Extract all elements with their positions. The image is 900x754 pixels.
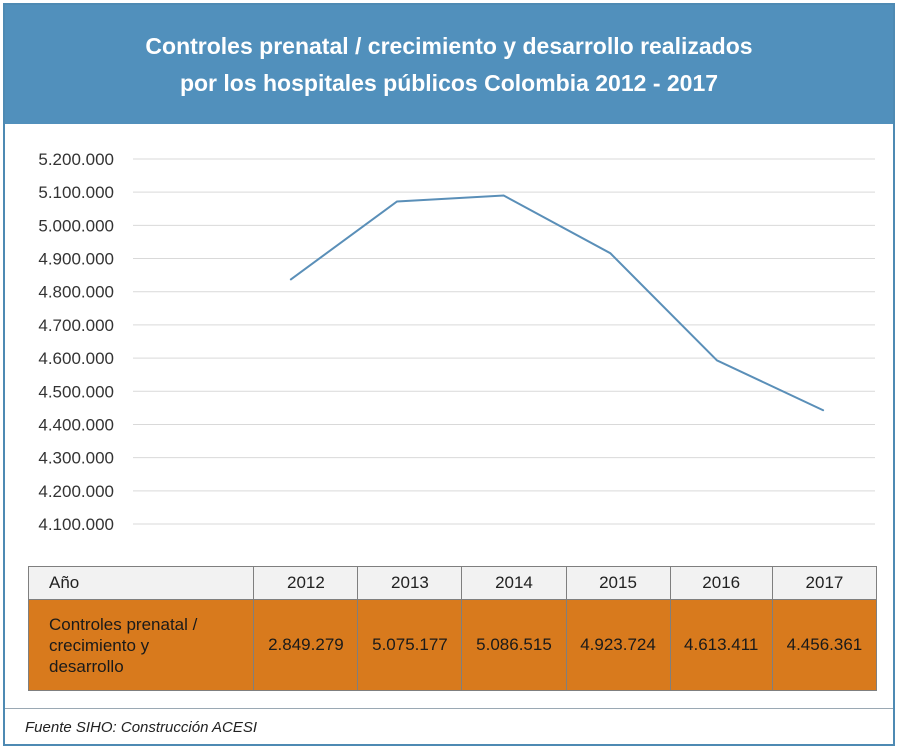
series-line xyxy=(289,194,825,412)
data-point xyxy=(716,359,718,361)
table-value-cell: 4.613.411 xyxy=(669,599,773,691)
y-tick-label: 4.800.000 xyxy=(38,283,114,302)
table-value-cell: 4.456.361 xyxy=(771,599,878,691)
table-year-cell: 2013 xyxy=(357,566,463,600)
data-point xyxy=(609,252,611,254)
y-tick-label: 4.300.000 xyxy=(38,449,114,468)
table-year-cell: 2016 xyxy=(669,566,773,600)
y-tick-label: 4.100.000 xyxy=(38,515,114,534)
y-tick-label: 4.400.000 xyxy=(38,415,114,434)
data-point xyxy=(396,200,398,202)
row-label-line: Controles prenatal / xyxy=(49,614,198,634)
data-point xyxy=(289,279,291,281)
data-point xyxy=(823,410,825,412)
table-value-cell: 5.086.515 xyxy=(461,599,567,691)
y-tick-label: 4.600.000 xyxy=(38,349,114,368)
y-tick-label: 5.000.000 xyxy=(38,216,114,235)
table-values-row: Controles prenatal / crecimiento y desar… xyxy=(27,599,878,691)
row-label-line: desarrollo xyxy=(49,656,124,676)
table-value-cell: 2.849.279 xyxy=(253,599,359,691)
y-tick-label: 4.900.000 xyxy=(38,250,114,269)
chart-header: Controles prenatal / crecimiento y desar… xyxy=(5,5,893,124)
y-tick-label: 4.700.000 xyxy=(38,316,114,335)
chart-title-line-1: Controles prenatal / crecimiento y desar… xyxy=(145,32,753,59)
chart-frame: Controles prenatal / crecimiento y desar… xyxy=(3,3,895,746)
row-label-line: crecimiento y xyxy=(49,635,150,655)
y-tick-label: 4.200.000 xyxy=(38,482,114,501)
y-tick-label: 4.500.000 xyxy=(38,382,114,401)
data-point xyxy=(503,195,505,196)
y-tick-label: 5.200.000 xyxy=(38,150,114,169)
table-year-cell: 2017 xyxy=(771,566,878,600)
table-header-label: Año xyxy=(27,566,255,600)
table-row-label: Controles prenatal / crecimiento y desar… xyxy=(27,599,255,691)
line-chart: 5.200.000 5.100.000 5.000.000 4.900.000 4.80… xyxy=(38,150,875,534)
table-header-row: Año 2012 2013 2014 2015 2016 2017 xyxy=(27,566,878,600)
footer-divider xyxy=(5,708,893,709)
table-value-cell: 5.075.177 xyxy=(357,599,463,691)
table-year-cell: 2015 xyxy=(565,566,671,600)
source-note: Fuente SIHO: Construcción ACESI xyxy=(25,719,258,736)
table-year-cell: 2014 xyxy=(461,566,567,600)
data-table: Año 2012 2013 2014 2015 2016 2017 Contro… xyxy=(27,566,878,691)
table-year-cell: 2012 xyxy=(253,566,359,600)
chart-title-line-2: por los hospitales públicos Colombia 201… xyxy=(179,69,719,96)
table-value-cell: 4.923.724 xyxy=(565,599,671,691)
y-tick-label: 5.100.000 xyxy=(38,183,114,202)
